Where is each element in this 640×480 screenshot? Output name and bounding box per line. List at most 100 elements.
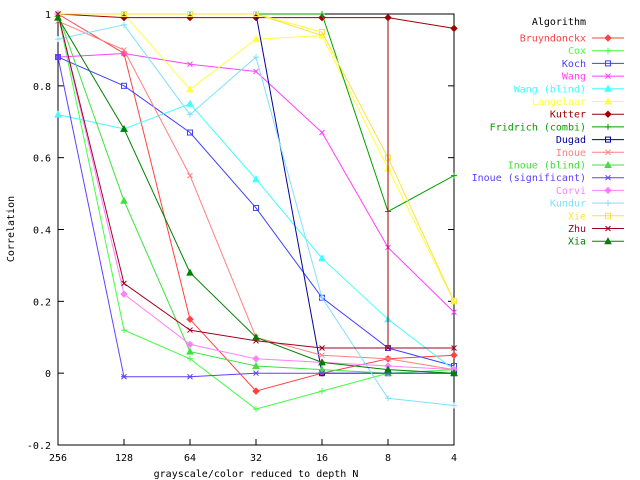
legend-item-koch: Koch <box>562 59 624 70</box>
data-point-cox <box>319 388 325 395</box>
legend-marker <box>604 84 612 92</box>
data-point-kundur <box>121 21 127 28</box>
data-point-inoue-significant <box>319 370 325 377</box>
data-point-inoue-blind <box>120 196 128 204</box>
legend-label: Fridrich (combi) <box>490 122 586 133</box>
data-point-inoue-blind <box>318 365 326 373</box>
series-inoue-significant <box>55 54 457 380</box>
data-point-xia <box>120 124 128 132</box>
legend-marker <box>604 97 612 105</box>
series-segment-langelaar <box>255 13 323 33</box>
legend-label: Dugad <box>556 135 586 146</box>
legend-label: Inoue <box>556 148 586 159</box>
y-tick-label: -0.2 <box>27 441 51 452</box>
legend-label: Xie <box>568 211 586 222</box>
series-kundur <box>55 21 457 409</box>
y-axis-label: Correlation <box>6 196 17 262</box>
data-point-zhu <box>121 280 127 287</box>
data-point-wang-blind <box>54 110 62 118</box>
data-point-xia <box>318 358 326 366</box>
legend-marker <box>605 73 611 79</box>
data-point-xia <box>252 333 260 341</box>
legend-item-xie: Xie <box>568 211 624 222</box>
legend-marker <box>605 47 611 54</box>
data-point-inoue <box>187 172 193 179</box>
legend-marker <box>605 174 611 181</box>
data-point-kundur <box>319 294 325 301</box>
data-point-kundur <box>385 395 391 402</box>
legend-label: Cox <box>568 46 586 57</box>
x-tick-label: 16 <box>316 453 328 464</box>
legend-item-inoue-blind: Inoue (blind) <box>508 161 624 172</box>
legend-label: Wang <box>562 72 586 83</box>
legend-marker <box>605 149 611 156</box>
data-point-wang-blind <box>318 254 326 262</box>
legend-item-wang-blind: Wang (blind) <box>514 84 624 95</box>
legend-item-corvi: Corvi <box>556 186 624 197</box>
legend-marker <box>605 60 611 67</box>
data-point-inoue <box>121 47 127 53</box>
data-point-corvi <box>186 340 194 349</box>
data-point-kutter <box>450 24 458 33</box>
data-point-zhu <box>187 327 193 333</box>
legend-label: Langelaar <box>532 97 586 108</box>
legend-item-inoue: Inoue <box>556 148 624 159</box>
data-point-xie <box>187 11 193 17</box>
data-point-fridrich-combi <box>451 172 457 179</box>
legend-label: Corvi <box>556 186 586 197</box>
data-point-xie <box>451 298 457 305</box>
data-point-inoue-significant <box>187 373 193 380</box>
data-point-kundur <box>451 402 457 409</box>
x-tick-label: 4 <box>451 453 457 464</box>
y-tick-label: 0.6 <box>33 154 51 165</box>
data-point-inoue <box>385 355 391 362</box>
y-tick-label: 0.8 <box>33 82 51 93</box>
legend-marker <box>604 186 612 195</box>
data-point-langelaar <box>252 35 260 43</box>
series-layer <box>54 9 458 413</box>
legend-item-wang: Wang <box>562 72 624 83</box>
legend-label: Inoue (significant) <box>472 173 586 184</box>
legend-label: Bruyndonckx <box>520 34 586 45</box>
data-point-xie <box>253 11 259 17</box>
legend-item-bruyndonckx: Bruyndonckx <box>520 34 624 45</box>
data-point-kutter <box>318 13 326 22</box>
data-point-kundur <box>187 111 193 118</box>
data-point-wang-blind <box>252 175 260 183</box>
data-point-kundur <box>253 54 259 61</box>
plot-area <box>57 13 455 446</box>
data-point-cox <box>253 406 259 413</box>
legend-item-xia: Xia <box>568 237 624 248</box>
legend-label: Xia <box>568 237 586 248</box>
legend-item-zhu: Zhu <box>568 224 624 235</box>
y-tick-label: 0.4 <box>33 226 51 237</box>
data-point-koch <box>253 204 259 211</box>
data-point-inoue-significant <box>55 54 61 60</box>
data-point-wang <box>319 129 325 136</box>
legend-marker <box>605 123 611 130</box>
data-point-koch <box>121 82 127 89</box>
data-point-wang <box>253 68 259 75</box>
x-tick-label: 128 <box>115 453 133 464</box>
legend-marker <box>604 237 612 245</box>
data-point-cox <box>187 355 193 362</box>
legend-item-cox: Cox <box>568 46 624 57</box>
x-axis-label: grayscale/color reduced to depth N <box>154 469 359 480</box>
data-point-xia <box>186 268 194 276</box>
data-point-inoue <box>319 352 325 359</box>
data-point-zhu <box>319 345 325 351</box>
data-point-zhu <box>451 345 457 351</box>
legend-marker <box>605 136 611 143</box>
series-xia <box>54 13 458 377</box>
legend-marker <box>604 34 612 42</box>
legend-label: Kutter <box>550 110 586 121</box>
legend-marker <box>604 160 612 168</box>
legend-label: Kundur <box>550 199 586 210</box>
legend-label: Wang (blind) <box>514 84 586 95</box>
legend-label: Koch <box>562 59 586 70</box>
legend-marker <box>604 110 612 118</box>
series-segment-xie <box>255 13 323 37</box>
legend-item-inoue-significant: Inoue (significant) <box>472 173 624 184</box>
